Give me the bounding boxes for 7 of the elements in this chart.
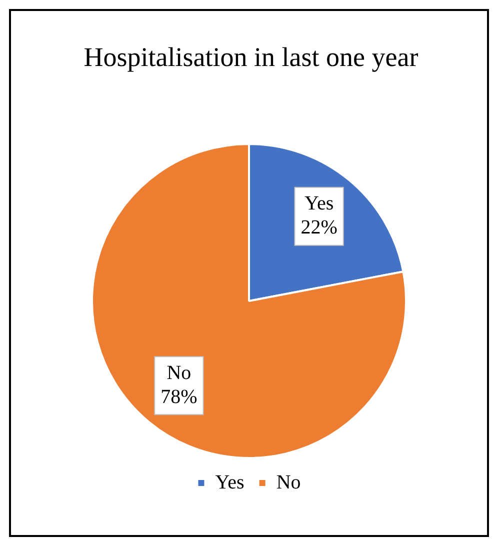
legend-label: Yes: [215, 471, 245, 494]
legend-label: No: [276, 471, 301, 494]
slice-label: Yes: [304, 192, 334, 215]
data-label: 78%: [160, 386, 198, 408]
slice-label: No: [166, 362, 192, 384]
chart-title: Hospitalisation in last one year: [82, 41, 420, 74]
data-label: 22%: [300, 216, 338, 239]
